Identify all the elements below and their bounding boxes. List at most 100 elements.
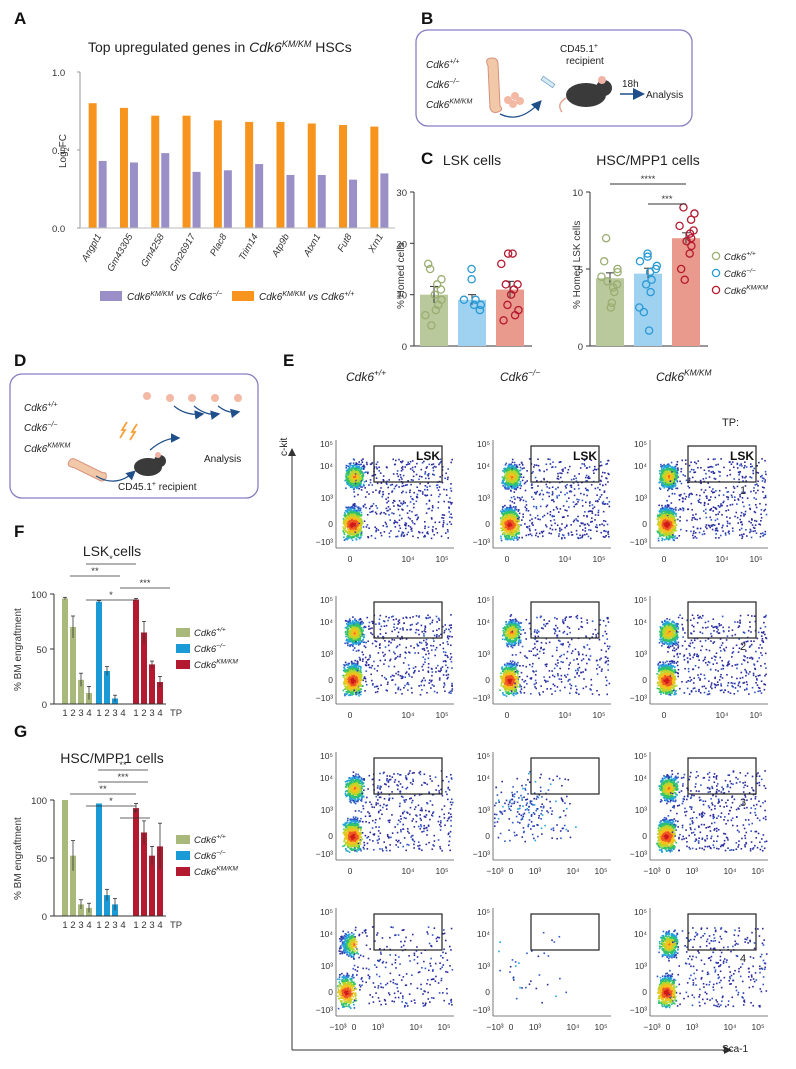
e-event xyxy=(442,520,445,522)
e-event xyxy=(668,480,671,482)
e-event xyxy=(353,530,356,533)
e-event xyxy=(361,472,364,474)
e-event xyxy=(671,520,673,523)
e-event xyxy=(348,533,351,536)
e-event xyxy=(443,514,446,516)
e-event xyxy=(377,529,380,531)
e-event xyxy=(391,512,393,514)
c-data-point xyxy=(645,267,655,277)
e-event xyxy=(680,470,682,473)
e-event xyxy=(413,503,415,505)
e-event xyxy=(390,530,392,532)
e-event xyxy=(410,527,413,530)
e-event xyxy=(344,516,347,519)
e-event xyxy=(724,532,727,535)
e-event xyxy=(356,463,358,465)
fg-sig-label: * xyxy=(109,554,113,565)
e-event xyxy=(589,529,592,531)
e-event xyxy=(585,489,588,491)
e-event xyxy=(349,513,352,516)
e-event xyxy=(745,480,747,482)
e-event xyxy=(671,513,674,515)
e-event xyxy=(503,525,506,528)
e-event xyxy=(671,537,674,539)
e-event xyxy=(733,496,736,498)
e-event xyxy=(365,461,368,464)
e-event xyxy=(660,468,663,471)
e-event xyxy=(370,510,373,513)
e-event xyxy=(675,529,677,532)
e-event xyxy=(357,484,359,487)
e-event xyxy=(371,505,374,507)
e-xtick-label: 10⁴ xyxy=(558,554,571,564)
e-event xyxy=(348,462,351,465)
e-event xyxy=(726,525,729,527)
fg-legend-label: Cdk6+/+ xyxy=(194,627,226,639)
e-event xyxy=(508,527,511,530)
e-event xyxy=(665,535,668,537)
e-event xyxy=(506,513,508,516)
e-event xyxy=(421,493,424,495)
e-event xyxy=(685,495,688,498)
e-event xyxy=(606,497,608,499)
e-event xyxy=(442,521,445,524)
e-event xyxy=(356,468,359,470)
e-event xyxy=(670,525,672,528)
e-event xyxy=(415,473,418,476)
e-event xyxy=(580,492,582,495)
e-event xyxy=(352,520,355,523)
c-data-point xyxy=(421,310,430,320)
e-event xyxy=(353,517,355,520)
e-event xyxy=(535,464,538,467)
e-event xyxy=(502,505,505,508)
e-event xyxy=(507,518,510,520)
e-event xyxy=(357,516,360,519)
e-event xyxy=(349,476,351,479)
e-event xyxy=(441,466,444,468)
e-event xyxy=(504,473,507,476)
d-analysis: Analysis xyxy=(204,454,241,465)
e-event xyxy=(659,511,662,513)
e-event xyxy=(351,523,354,525)
e-event xyxy=(516,472,519,475)
e-event xyxy=(607,531,609,534)
e-event xyxy=(349,469,352,472)
e-event xyxy=(674,485,677,487)
e-event xyxy=(375,463,378,466)
e-event xyxy=(671,466,673,468)
e-event xyxy=(516,527,519,530)
e-event xyxy=(404,522,407,524)
e-event xyxy=(360,525,362,528)
a-bar-orange xyxy=(307,123,316,228)
e-event xyxy=(397,504,399,506)
e-event xyxy=(719,505,722,507)
e-event xyxy=(349,463,352,465)
e-event xyxy=(516,475,518,477)
e-event xyxy=(673,518,675,520)
e-event xyxy=(360,482,362,484)
e-event xyxy=(570,531,573,533)
e-event xyxy=(509,510,511,513)
e-event xyxy=(411,460,414,462)
e-event xyxy=(504,524,507,527)
e-event xyxy=(347,531,350,533)
b-geno-ko: Cdk6−/− xyxy=(426,79,459,92)
e-event xyxy=(350,506,353,509)
e-event xyxy=(355,527,357,530)
e-event xyxy=(712,488,714,490)
e-event xyxy=(555,506,558,508)
c-data-point xyxy=(508,249,517,258)
e-event xyxy=(663,463,665,466)
c-data-point xyxy=(467,264,476,274)
e-event xyxy=(719,475,721,477)
d-bone-cells-icons xyxy=(143,392,242,402)
e-event xyxy=(508,483,510,486)
e-event xyxy=(556,507,559,510)
e-event xyxy=(521,467,524,470)
e-event xyxy=(412,521,414,524)
e-event xyxy=(345,475,348,478)
e-event xyxy=(757,480,759,483)
e-event xyxy=(347,532,349,534)
e-event xyxy=(517,482,519,485)
e-event xyxy=(509,482,512,485)
